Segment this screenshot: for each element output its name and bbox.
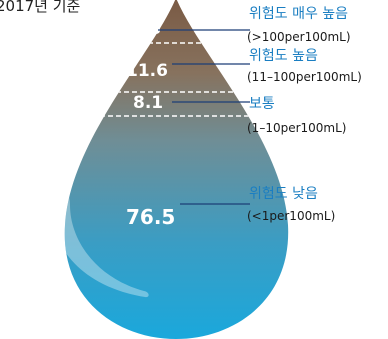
tier-value-high: 11.6 xyxy=(126,61,168,81)
tier-range-low: (<1per100mL) xyxy=(247,209,335,223)
tier-title-low: 위험도 낮음 xyxy=(249,186,318,202)
year-label: 2017년 기준 xyxy=(0,0,81,15)
tier-value-very-high: 3.8 xyxy=(131,19,161,39)
drop-highlight xyxy=(64,188,149,298)
tier-range-normal: (1–10per100mL) xyxy=(247,121,346,135)
tier-range-high: (11–100per100mL) xyxy=(247,70,362,84)
tier-title-high: 위험도 높음 xyxy=(249,48,318,64)
tier-title-very-high: 위험도 매우 높음 xyxy=(249,6,348,22)
tier-title-normal: 보통 xyxy=(249,96,275,112)
tier-range-very-high: (>100per100mL) xyxy=(247,30,351,44)
drop-body xyxy=(64,0,289,339)
tier-value-low: 76.5 xyxy=(126,205,175,229)
tier-value-normal: 8.1 xyxy=(133,93,163,113)
